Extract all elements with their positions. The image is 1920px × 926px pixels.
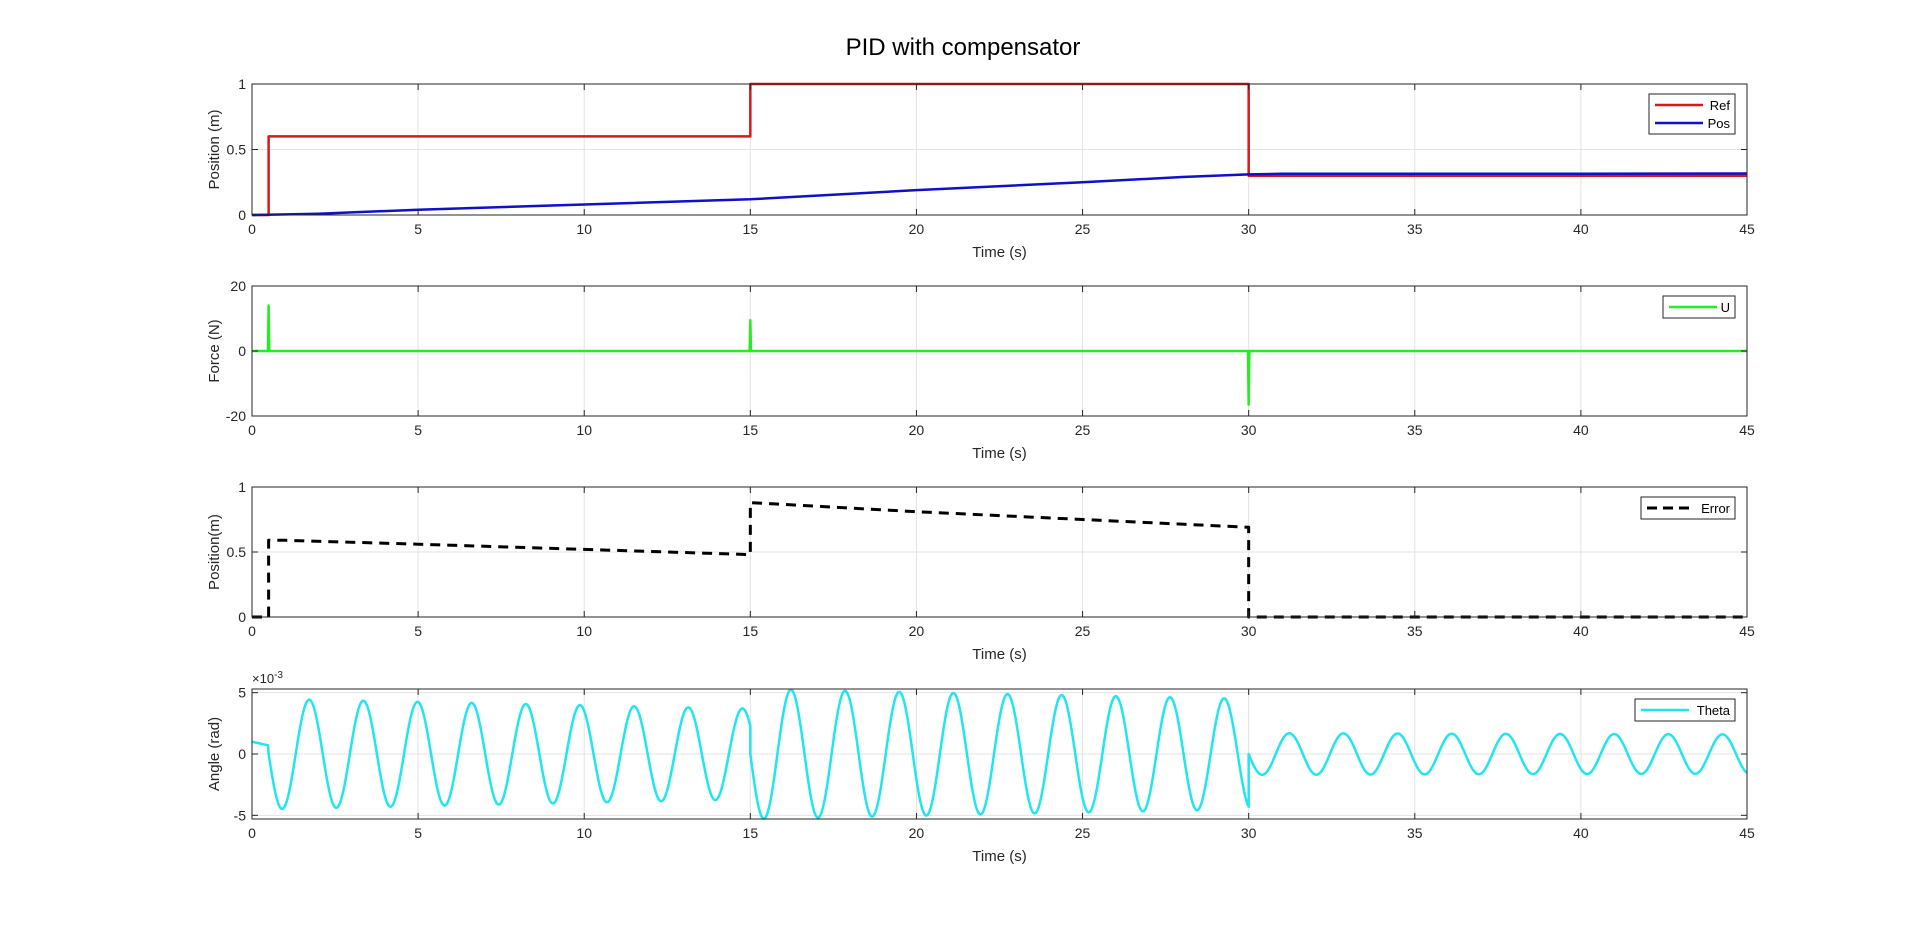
x-tick-label: 40: [1573, 221, 1589, 237]
figure-title: PID with compensator: [846, 34, 1081, 61]
x-tick-label: 5: [414, 825, 422, 841]
x-axis-label: Time (s): [972, 244, 1026, 261]
y-tick-label: 1: [238, 479, 246, 495]
y-tick-label: 1: [238, 76, 246, 92]
x-axis-label: Time (s): [972, 646, 1026, 663]
y-tick-label: 0: [238, 207, 246, 223]
x-tick-label: 25: [1075, 825, 1091, 841]
subplot-1: 0 5 10 15 20 25 30 35 40 45 0 0.5 1 Time (s) Position …: [206, 76, 1755, 261]
legend: U: [1662, 295, 1736, 319]
x-tick-label: 35: [1407, 422, 1423, 438]
series-group: [252, 304, 1747, 406]
x-tick-label: 45: [1739, 825, 1755, 841]
x-tick-label: 5: [414, 221, 422, 237]
x-tick-label: 20: [909, 221, 925, 237]
x-tick-label: 15: [743, 221, 759, 237]
y-tick-label: 0.5: [227, 142, 247, 158]
x-tick-label: 10: [576, 623, 592, 639]
y-axis-label: Position (m): [206, 109, 223, 189]
y-tick-label: -20: [226, 408, 246, 424]
x-tick-label: 15: [743, 623, 759, 639]
x-axis-label: Time (s): [972, 445, 1026, 462]
grid: [251, 689, 1748, 819]
x-tick-label: 0: [248, 422, 256, 438]
series-group: [252, 688, 1747, 820]
x-tick-label: 40: [1573, 623, 1589, 639]
y-tick-label: 0: [238, 746, 246, 762]
x-tick-label: 20: [909, 422, 925, 438]
x-tick-label: 0: [248, 825, 256, 841]
series-line-theta: [252, 688, 1747, 820]
y-tick-label: 0: [238, 609, 246, 625]
x-tick-label: 30: [1241, 623, 1257, 639]
legend-label-pos: Pos: [1708, 116, 1731, 131]
x-tick-label: 5: [414, 623, 422, 639]
y-exponent-label: ×10-3: [252, 670, 283, 686]
y-tick-label: 5: [238, 685, 246, 701]
x-tick-label: 30: [1241, 422, 1257, 438]
x-tick-label: 15: [743, 422, 759, 438]
x-axis-label: Time (s): [972, 848, 1026, 865]
y-tick-label: 0: [238, 343, 246, 359]
legend-label-error: Error: [1701, 501, 1731, 516]
series-line-ref: [252, 82, 1747, 217]
legend-box: [1648, 93, 1736, 135]
x-tick-label: 10: [576, 422, 592, 438]
x-tick-label: 10: [576, 825, 592, 841]
x-tick-label: 30: [1241, 221, 1257, 237]
x-tick-label: 35: [1407, 221, 1423, 237]
x-tick-label: 25: [1075, 422, 1091, 438]
legend: Error: [1640, 496, 1736, 520]
ticks: [251, 689, 1748, 819]
x-tick-label: 45: [1739, 221, 1755, 237]
x-tick-label: 0: [248, 221, 256, 237]
y-axis-label: Angle (rad): [206, 717, 223, 791]
ticks: [251, 486, 1748, 618]
ticks: [251, 285, 1748, 417]
x-tick-label: 10: [576, 221, 592, 237]
y-axis-label: Position(m): [206, 514, 223, 590]
x-tick-label: 45: [1739, 623, 1755, 639]
x-tick-label: 35: [1407, 623, 1423, 639]
y-tick-label: 20: [230, 278, 246, 294]
legend-label-ref: Ref: [1710, 98, 1731, 113]
y-axis-label: Force (N): [206, 319, 223, 382]
x-tick-label: 15: [743, 825, 759, 841]
legend: Theta: [1634, 698, 1736, 722]
legend-label-theta: Theta: [1697, 703, 1731, 718]
x-tick-label: 0: [248, 623, 256, 639]
x-tick-label: 5: [414, 422, 422, 438]
x-tick-label: 25: [1075, 623, 1091, 639]
x-tick-label: 20: [909, 623, 925, 639]
y-tick-label: 0.5: [227, 544, 247, 560]
x-tick-label: 30: [1241, 825, 1257, 841]
x-tick-label: 40: [1573, 422, 1589, 438]
subplot-3: 0 5 10 15 20 25 30 35 40 45 0 0.5 1 Time (s) Position(…: [206, 479, 1755, 663]
legend-label-u: U: [1721, 300, 1730, 315]
y-tick-label: -5: [234, 807, 247, 823]
series-line-u: [252, 304, 1747, 406]
ticks: [251, 83, 1748, 216]
x-tick-label: 25: [1075, 221, 1091, 237]
x-tick-label: 45: [1739, 422, 1755, 438]
y-exponent-power: -3: [274, 670, 283, 681]
x-tick-label: 20: [909, 825, 925, 841]
x-tick-label: 35: [1407, 825, 1423, 841]
legend: Ref Pos: [1648, 93, 1736, 135]
x-tick-label: 40: [1573, 825, 1589, 841]
